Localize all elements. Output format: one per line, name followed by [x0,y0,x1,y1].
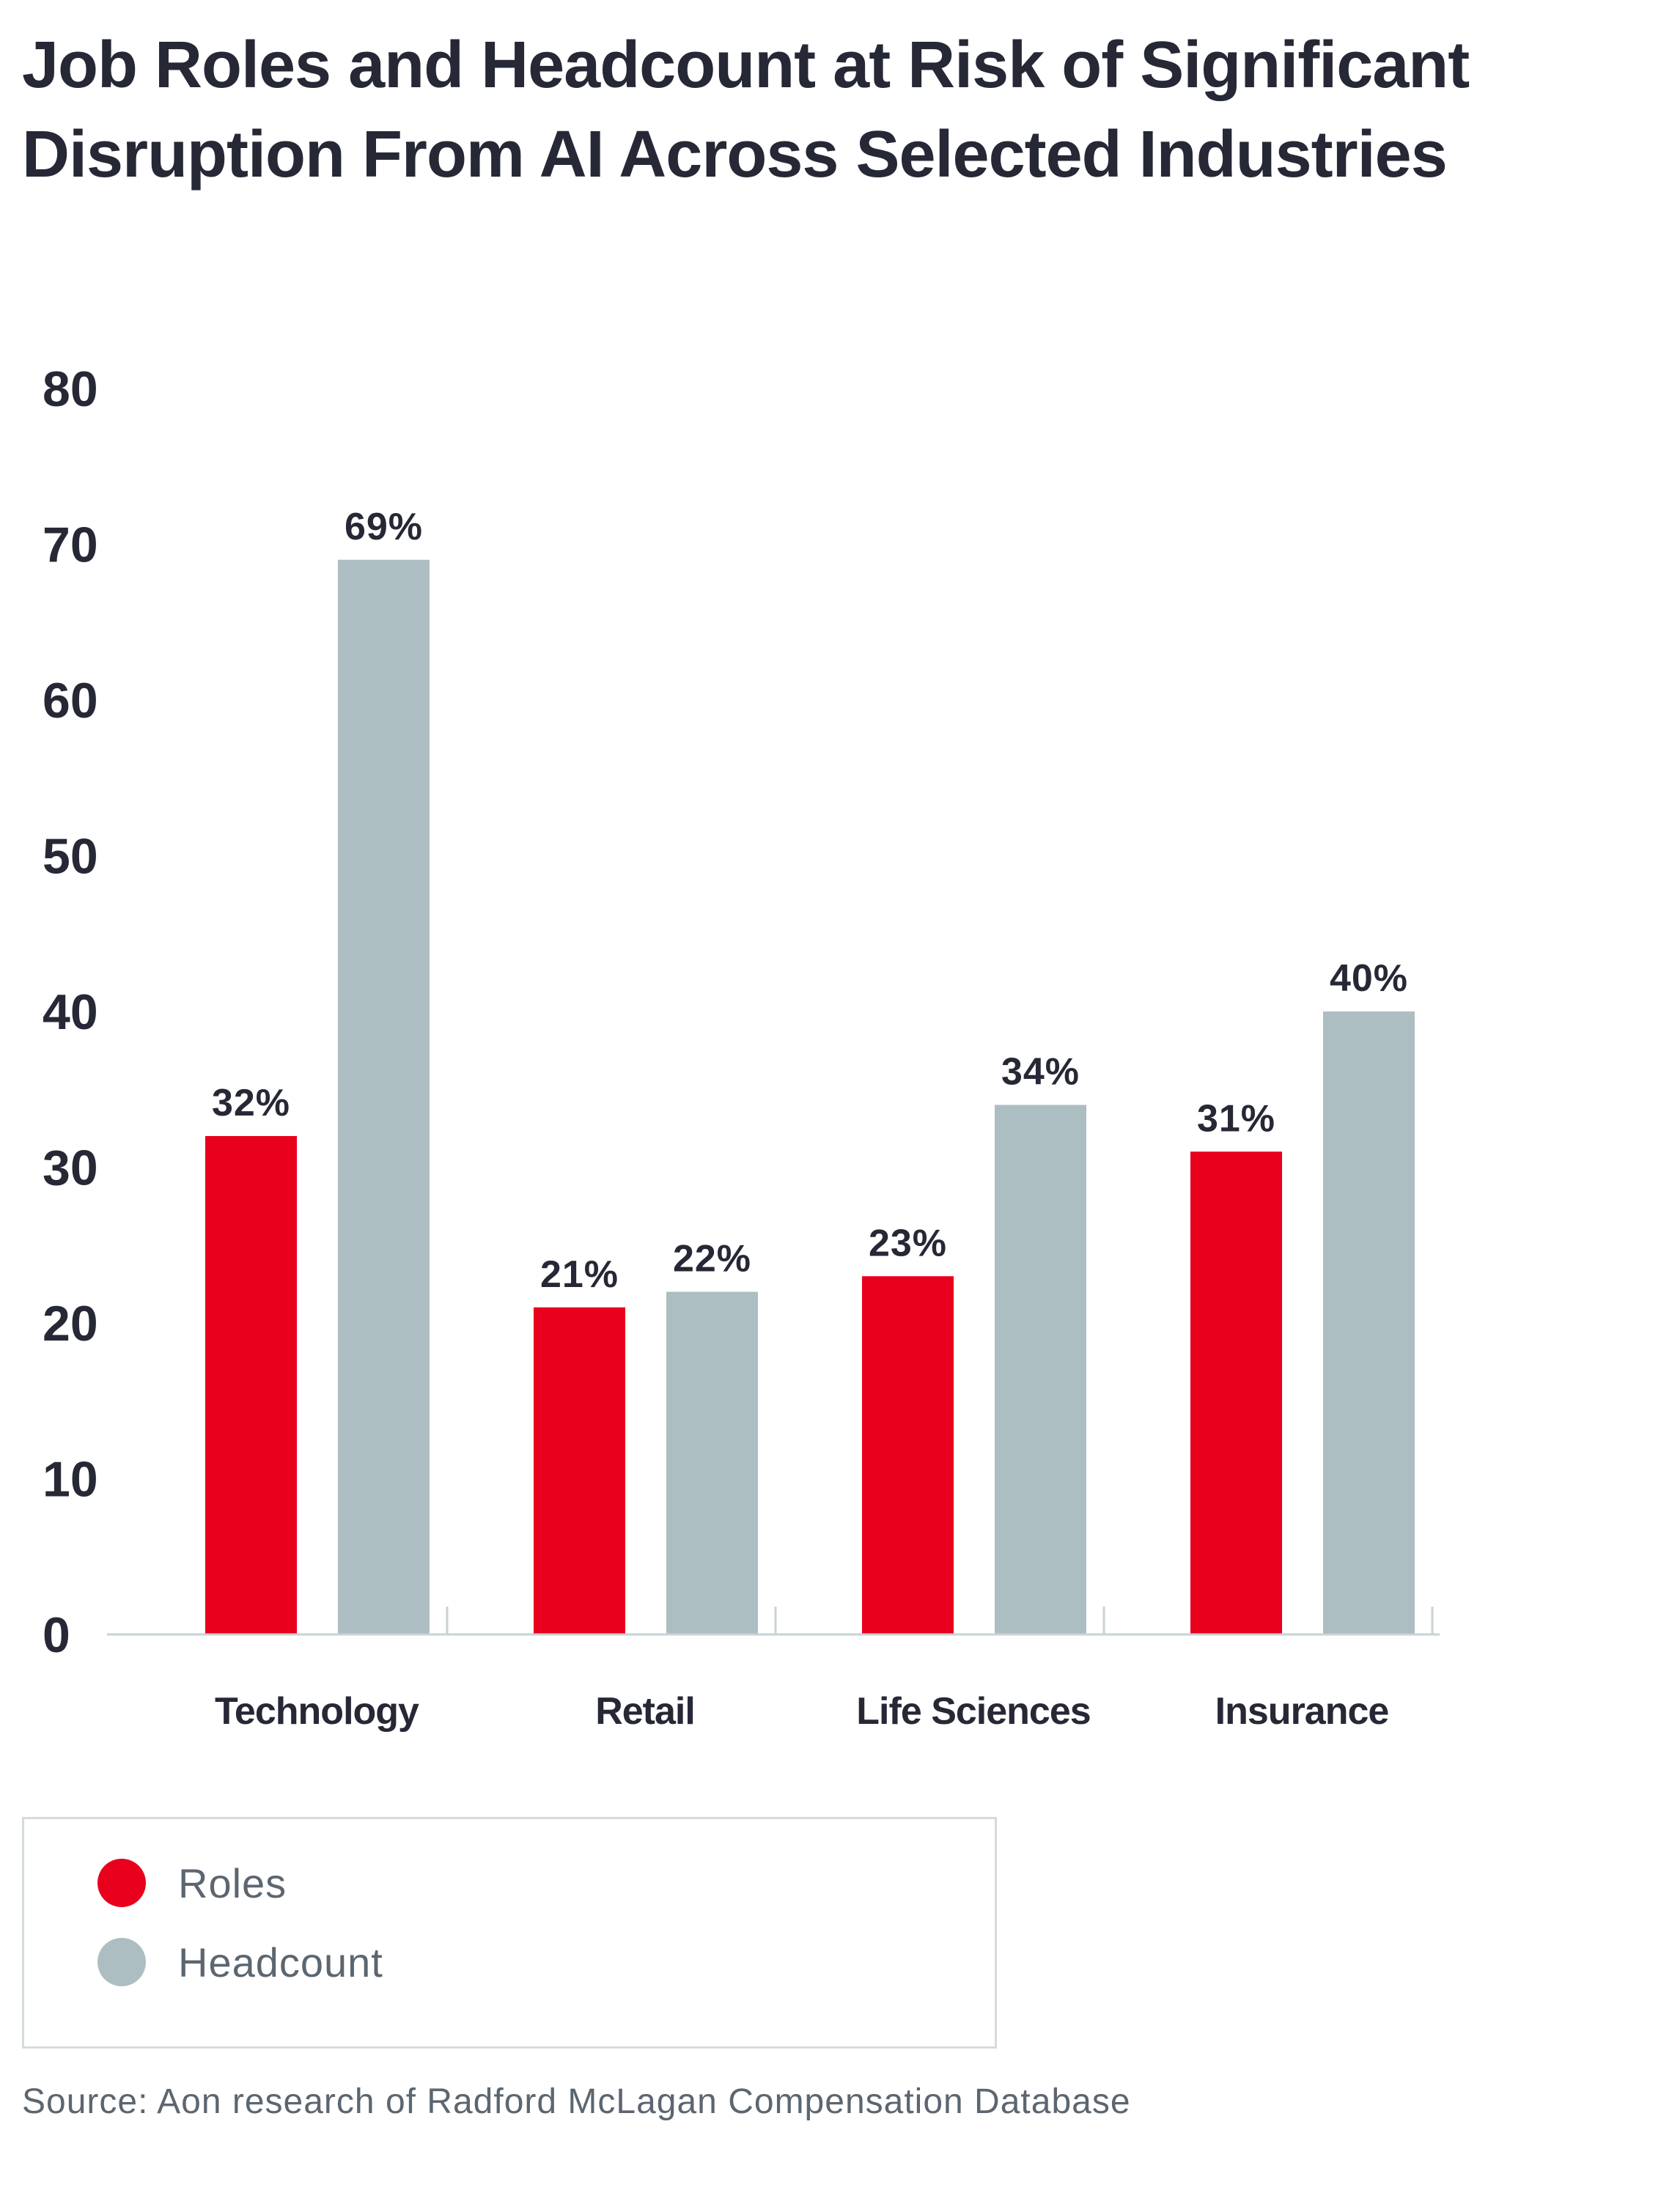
y-tick-label: 40 [43,984,98,1040]
y-tick-label: 30 [43,1140,98,1196]
category-labels: Technology Retail Life Sciences Insurance [215,1690,1389,1733]
legend: Roles Headcount [22,1817,997,2049]
bar-chart: 0 10 20 30 40 50 60 70 80 32% 69% 21% 22% 23% 34% 31% 4… [43,361,1440,1733]
legend-item-roles: Roles [97,1857,287,1909]
legend-label-headcount: Headcount [178,1939,383,1986]
y-tick-label: 50 [43,829,98,885]
y-tick-label: 10 [43,1452,98,1508]
y-tick-label: 80 [43,361,98,417]
bars [205,559,1415,1634]
data-label-roles-insurance: 31% [1197,1097,1275,1140]
y-tick-label: 60 [43,673,98,729]
bar-roles-technology [205,1136,297,1634]
data-label-roles-retail: 21% [540,1253,619,1296]
data-label-headcount-retail: 22% [673,1238,751,1280]
data-label-roles-technology: 32% [212,1082,290,1124]
category-label-retail: Retail [595,1690,695,1733]
legend-item-headcount: Headcount [97,1936,383,1988]
bar-headcount-retail [666,1291,758,1634]
bar-roles-life-sciences [862,1276,954,1634]
data-label-roles-life-sciences: 23% [869,1222,947,1264]
y-tick-label: 20 [43,1296,98,1352]
x-axis [107,1607,1440,1636]
category-label-insurance: Insurance [1215,1690,1389,1733]
source-note: Source: Aon research of Radford McLagan … [22,2082,1131,2121]
data-label-headcount-life-sciences: 34% [1001,1051,1080,1094]
y-tick-label: 0 [43,1607,70,1663]
bar-data-labels: 32% 69% 21% 22% 23% 34% 31% 40% [212,506,1408,1296]
legend-label-roles: Roles [178,1859,287,1906]
category-label-life-sciences: Life Sciences [856,1690,1090,1733]
bar-headcount-insurance [1323,1011,1415,1634]
bar-headcount-life-sciences [995,1105,1086,1634]
y-tick-label: 70 [43,517,98,573]
bar-headcount-technology [338,559,430,1634]
bar-roles-retail [534,1307,625,1634]
legend-swatch-roles [97,1859,146,1907]
category-label-technology: Technology [215,1690,419,1733]
data-label-headcount-technology: 69% [345,506,423,548]
legend-swatch-headcount [97,1938,146,1986]
chart-title: Job Roles and Headcount at Risk of Signi… [22,29,1470,191]
data-label-headcount-insurance: 40% [1330,957,1408,1000]
bar-roles-insurance [1190,1151,1282,1634]
y-axis-ticks: 0 10 20 30 40 50 60 70 80 [43,361,98,1663]
